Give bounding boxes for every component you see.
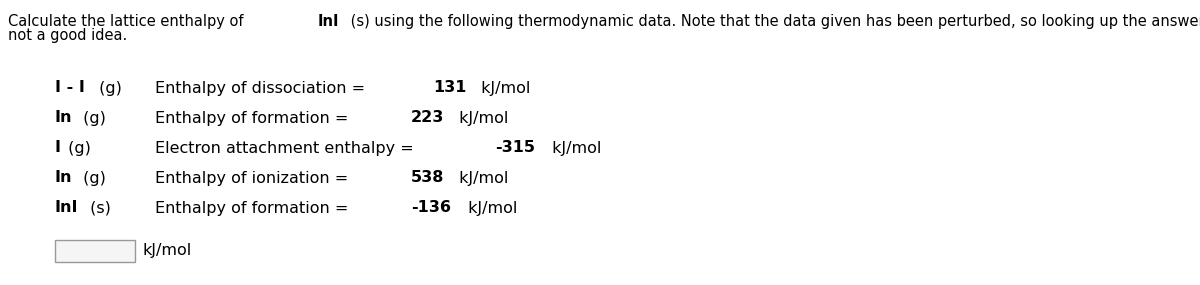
Text: InI: InI	[318, 14, 340, 29]
Text: Calculate the lattice enthalpy of: Calculate the lattice enthalpy of	[8, 14, 248, 29]
Text: (g): (g)	[78, 111, 106, 125]
Text: (g): (g)	[62, 141, 91, 156]
Text: Enthalpy of ionization =: Enthalpy of ionization =	[155, 170, 353, 186]
Text: I - I: I - I	[55, 80, 85, 95]
Text: kJ/mol: kJ/mol	[476, 80, 530, 95]
Text: Enthalpy of formation =: Enthalpy of formation =	[155, 111, 354, 125]
Text: kJ/mol: kJ/mol	[142, 243, 191, 258]
Text: I: I	[55, 141, 61, 156]
Text: kJ/mol: kJ/mol	[547, 141, 601, 156]
Text: (s): (s)	[85, 201, 112, 215]
Text: kJ/mol: kJ/mol	[463, 201, 517, 215]
Text: kJ/mol: kJ/mol	[454, 170, 509, 186]
Text: -315: -315	[496, 141, 535, 156]
Text: 131: 131	[433, 80, 466, 95]
Text: Enthalpy of dissociation =: Enthalpy of dissociation =	[155, 80, 371, 95]
Text: not a good idea.: not a good idea.	[8, 28, 127, 43]
Text: (s) using the following thermodynamic data. Note that the data given has been pe: (s) using the following thermodynamic da…	[346, 14, 1200, 29]
Text: Electron attachment enthalpy =: Electron attachment enthalpy =	[155, 141, 419, 156]
FancyBboxPatch shape	[55, 240, 134, 262]
Text: In: In	[55, 111, 72, 125]
Text: Enthalpy of formation =: Enthalpy of formation =	[155, 201, 354, 215]
Text: 223: 223	[412, 111, 444, 125]
Text: 538: 538	[410, 170, 444, 186]
Text: (g): (g)	[94, 80, 121, 95]
Text: (g): (g)	[78, 170, 106, 186]
Text: In: In	[55, 170, 72, 186]
Text: kJ/mol: kJ/mol	[454, 111, 509, 125]
Text: -136: -136	[412, 201, 451, 215]
Text: InI: InI	[55, 201, 78, 215]
